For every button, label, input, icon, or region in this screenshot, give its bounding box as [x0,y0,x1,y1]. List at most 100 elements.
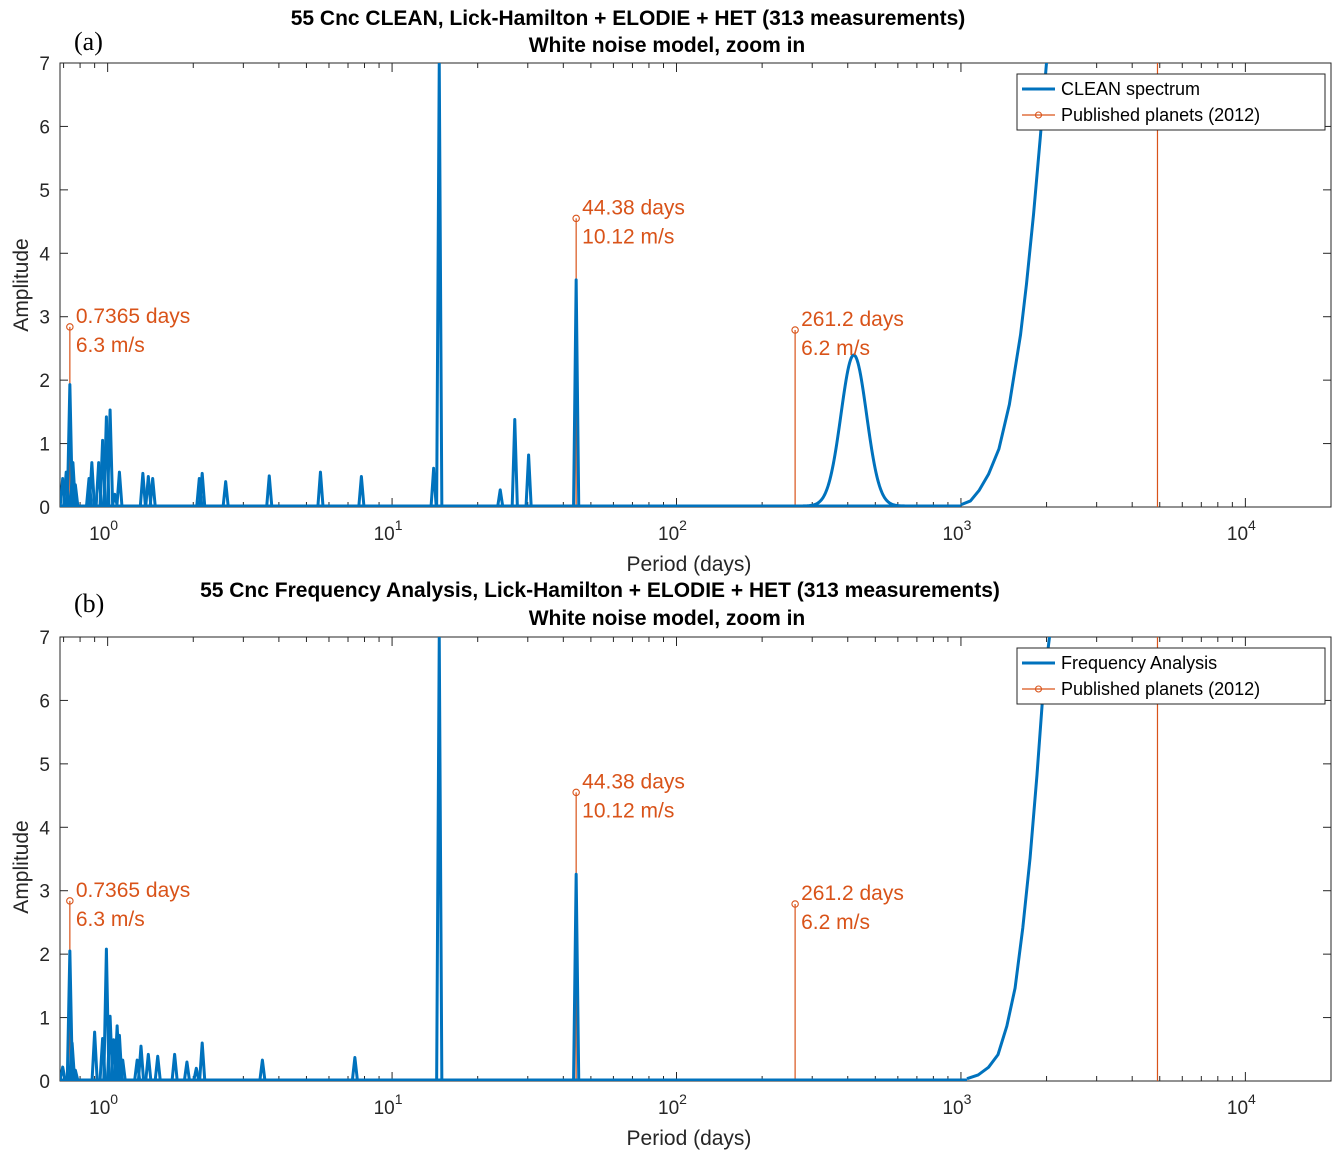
spectrum-spike [144,1052,153,1081]
chart-b-title: 55 Cnc Frequency Analysis, Lick-Hamilton… [200,579,1000,602]
spectrum-spike [265,474,274,507]
legend-planets-marker [1034,685,1043,693]
y-tick-label: 1 [39,435,50,456]
planet-stem-marker [572,788,580,797]
planet-stem-marker [572,214,580,223]
y-tick-label: 5 [39,181,50,202]
x-tick-label: 101 [374,1091,403,1119]
planet-annotation: 6.3 m/s [76,334,145,357]
spectrum-spike [198,1041,207,1081]
chart-a-title: 55 Cnc CLEAN, Lick-Hamilton + ELODIE + H… [291,7,966,30]
x-tick-label: 102 [658,1091,687,1119]
spectrum-spike [524,453,533,507]
y-tick-label: 4 [39,244,50,265]
spectrum-spike [87,461,96,507]
y-tick-label: 2 [39,371,50,392]
planet-annotation: 10.12 m/s [582,225,674,248]
spectrum-spike [357,475,366,507]
x-tick-label: 100 [89,1091,118,1119]
spectrum-spike [221,480,230,507]
y-tick-label: 3 [39,882,50,903]
spectrum-spike [153,1054,162,1081]
spectrum-spike [71,483,80,507]
planet-annotation: 44.38 days [582,196,685,219]
spectrum-spike [192,1066,201,1081]
chart-b-xlabel: Period (days) [627,1127,752,1150]
spectrum-spike [68,1041,77,1081]
y-tick-label: 1 [39,1009,50,1030]
y-tick-label: 5 [39,755,50,776]
spectrum-spike [148,476,157,507]
planet-annotation: 261.2 days [801,882,904,905]
spectrum-spike [258,1058,267,1081]
x-tick-label: 104 [1227,1091,1256,1119]
spectrum-spike [182,1060,192,1081]
chart-a-panel-label: (a) [74,27,103,56]
spectrum-rise [960,63,1048,507]
planet-annotation: 261.2 days [801,308,904,331]
y-tick-label: 7 [39,628,50,649]
planet-annotation: 10.12 m/s [582,799,674,822]
spectrum-spike [435,637,444,1081]
y-tick-label: 7 [39,54,50,75]
chart-a-ylabel: Amplitude [10,238,33,331]
legend: CLEAN spectrum Published planets (2012) [1016,73,1326,131]
planet-stem-marker [66,897,74,905]
spectrum-spike [572,278,581,507]
spectrum-spike [60,1065,67,1081]
planet-annotation: 0.7365 days [76,879,190,902]
spectrum-spike [136,1044,146,1081]
spectrum-spike [90,1030,99,1081]
y-tick-label: 0 [39,498,50,519]
planet-stem-marker [791,900,799,908]
spectrum-spike [198,471,207,507]
planet-annotation: 6.2 m/s [801,337,870,360]
spectrum-spike [65,949,74,1081]
y-tick-label: 2 [39,945,50,966]
planet-annotation: 0.7365 days [76,305,190,328]
x-tick-label: 102 [658,517,687,545]
planet-annotation: 6.3 m/s [76,908,145,931]
spectrum-spike [138,471,147,507]
legend: Frequency Analysis Published planets (201… [1016,647,1326,705]
x-tick-label: 103 [942,1091,971,1119]
legend-spectrum-label: CLEAN spectrum [1061,79,1200,99]
legend-box [1016,73,1326,131]
chart-a-subtitle: White noise model, zoom in [529,34,806,57]
chart-a-plot-area: 0 1 2 3 4 5 6 7 100 101 102 103 104 0.7365 days 6.3 m/… [39,54,1332,545]
y-tick-label: 4 [39,818,50,839]
chart-b-subtitle: White noise model, zoom in [529,607,806,630]
spectrum-peak [802,353,906,507]
spectrum-spike [105,408,115,507]
legend-box [1016,647,1326,705]
spectrum-spike [115,470,124,507]
chart-b-ylabel: Amplitude [10,820,33,913]
x-tick-label: 100 [89,517,118,545]
planet-annotation: 6.2 m/s [801,911,870,934]
legend-planets-label: Published planets (2012) [1061,679,1260,699]
spectrum-spike [510,417,519,507]
y-tick-label: 3 [39,308,50,329]
y-tick-label: 0 [39,1072,50,1093]
spectrum-spike [496,488,505,507]
spectrum-spike [572,872,581,1081]
x-tick-label: 101 [374,517,403,545]
spectrum-spike [435,63,444,507]
planet-annotation: 44.38 days [582,770,685,793]
planet-stem-marker [66,323,74,331]
spectrum-spike [170,1052,179,1081]
legend-planets-marker [1034,111,1043,119]
spectrum-spike [118,1058,127,1081]
spectrum-spike [316,470,325,507]
legend-spectrum-label: Frequency Analysis [1061,653,1217,673]
spectrum-spike [350,1056,359,1081]
chart-a-xlabel: Period (days) [627,553,752,576]
legend-planets-label: Published planets (2012) [1061,105,1260,125]
chart-b-panel-label: (b) [74,589,104,618]
chart-b-plot-area: 0 1 2 3 4 5 6 7 100 101 102 103 104 0.7365 days 6.3 m/… [39,628,1332,1119]
x-tick-label: 103 [942,517,971,545]
x-tick-label: 104 [1227,517,1256,545]
spectrum-rise [966,637,1052,1081]
y-tick-label: 6 [39,117,50,138]
